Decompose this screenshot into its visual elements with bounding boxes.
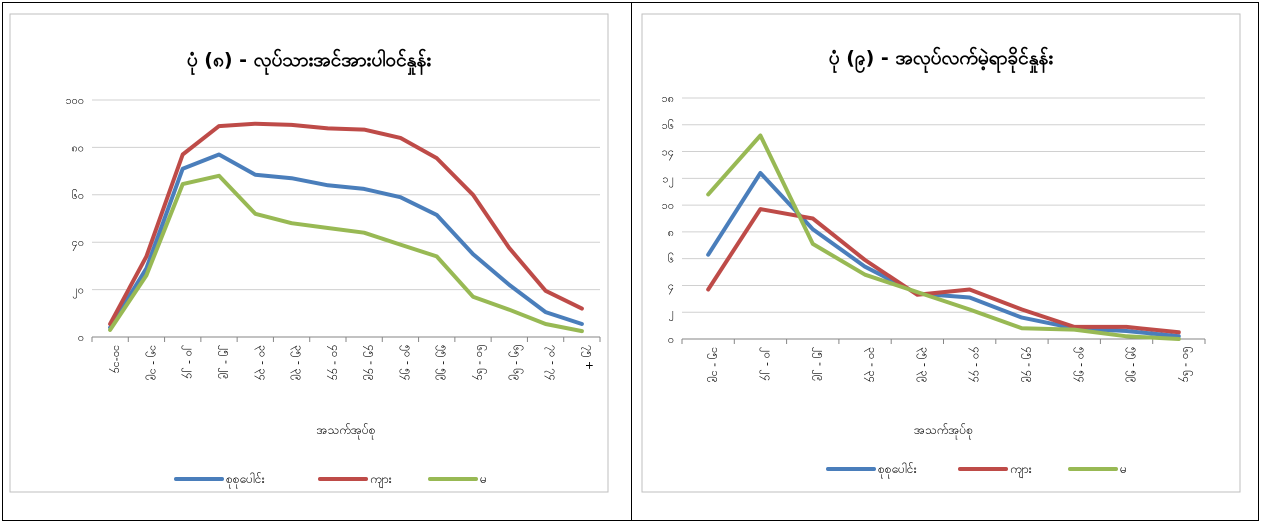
series-line-2 xyxy=(108,173,584,334)
y-tick-label: ၈၀ xyxy=(72,141,84,154)
x-tick-label: ၂၅ - ၂၉ xyxy=(218,345,233,379)
y-tick-label: ၀ xyxy=(668,333,674,346)
series-line-0 xyxy=(108,152,584,330)
x-tick-label: ၅၅ - ၅၉ xyxy=(436,345,451,381)
x-axis-title: အသက်အုပ်စု xyxy=(914,422,973,440)
legend-label: စုစုပေါင်း xyxy=(878,461,917,479)
participation-chart: ပုံ (၈) - လုပ်သားအင်အားပါဝင်နှုန်း၀၂၀၄၀၆… xyxy=(9,13,609,493)
x-tick-label: ၂၀ - ၂၄ xyxy=(182,345,197,379)
panel-divider xyxy=(631,2,632,521)
chart-panel-participation: ပုံ (၈) - လုပ်သားအင်အားပါဝင်နှုန်း၀၂၀ ၄၀၆… xyxy=(9,13,624,519)
series-line-1 xyxy=(706,207,1181,335)
y-tick-label: ၁၀ xyxy=(662,199,674,212)
y-tick-label: ၄၀ xyxy=(72,236,84,251)
series-line-0 xyxy=(706,171,1181,339)
x-tick-label: ၃၀ - ၃၄ xyxy=(254,345,269,381)
y-tick-label: ၄ xyxy=(668,279,674,294)
chart-panel-unemployment: ပုံ (၉) - အလုပ်လက်မဲ့ရာခိုင်နှုန်း၀၂၄၆၈၁… xyxy=(641,13,1254,519)
y-tick-label: ၁၀၀ xyxy=(65,94,84,107)
legend-label: မ xyxy=(1120,462,1127,476)
chart-area xyxy=(9,13,609,493)
legend-label: စုစုပေါင်း xyxy=(226,471,265,489)
y-tick-label: ၀ xyxy=(78,331,84,344)
y-tick-label: ၁၆ xyxy=(662,119,674,132)
x-tick-label: ၄၅ - ၄၉ xyxy=(1021,347,1036,383)
y-tick-label: ၂၀ xyxy=(72,284,84,299)
x-axis-title: အသက်အုပ်စု xyxy=(317,422,376,440)
x-tick-label: ၁၅ - ၁၉ xyxy=(707,347,722,383)
y-tick-label: ၆၀ xyxy=(72,189,84,202)
x-tick-label: ၄၀ - ၄၄ xyxy=(327,345,342,381)
y-tick-label: ၈ xyxy=(668,226,674,239)
y-tick-label: ၁၄ xyxy=(662,146,674,161)
y-tick-label: ၆ xyxy=(668,253,674,266)
legend-label: ကျား xyxy=(1010,462,1032,479)
legend-label: မ xyxy=(480,472,487,486)
series-line-1 xyxy=(108,121,584,326)
x-tick-label: ၃၅ - ၃၉ xyxy=(916,347,931,383)
x-tick-label: ၄၀ - ၄၄ xyxy=(969,347,984,383)
x-tick-label: ၅၀ - ၅၄ xyxy=(1073,347,1088,383)
y-tick-label: ၁၂ xyxy=(662,172,674,187)
x-tick-label: ၆၀ - ၆၄ xyxy=(1178,347,1193,383)
x-tick-label: ၂၀ - ၂၄ xyxy=(759,347,774,381)
x-tick-label: ၃၅ - ၃၉ xyxy=(291,345,306,381)
series-line-2 xyxy=(706,133,1181,341)
x-tick-label: ၆၅ - ၆၉ xyxy=(508,345,523,381)
chart-area xyxy=(641,13,1241,493)
legend-label: ကျား xyxy=(370,472,392,489)
y-tick-label: ၂ xyxy=(669,306,674,321)
x-tick-label: ၃၀ - ၃၄ xyxy=(864,347,879,383)
y-tick-label: ၁၈ xyxy=(662,92,674,105)
x-tick-label: ၇၅ + xyxy=(581,345,596,370)
x-tick-label: ၁၀-၁၄ xyxy=(109,345,124,374)
unemployment-chart: ပုံ (၉) - အလုပ်လက်မဲ့ရာခိုင်နှုန်း၀၂၄၆၈၁… xyxy=(641,13,1241,493)
x-tick-label: ၂၅ - ၂၉ xyxy=(812,347,827,381)
x-tick-label: ၁၅ - ၁၉ xyxy=(145,345,160,381)
x-tick-label: ၅၀ - ၅၄ xyxy=(399,345,414,381)
x-tick-label: ၆၀ - ၆၄ xyxy=(472,345,487,381)
x-tick-label: ၇၀ - ၇၄ xyxy=(545,345,560,381)
x-tick-label: ၅၅ - ၅၉ xyxy=(1126,347,1141,383)
x-tick-label: ၄၅ - ၄၉ xyxy=(363,345,378,381)
